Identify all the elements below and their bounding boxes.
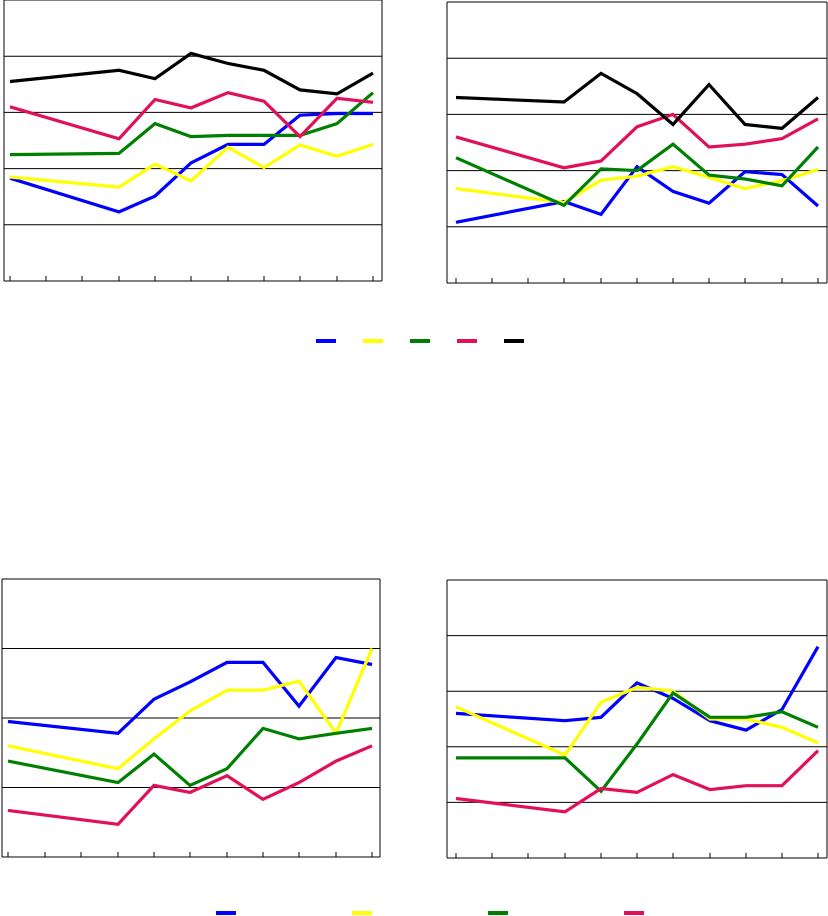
series-line-green: [456, 690, 819, 794]
chart-2: [446, 1, 828, 284]
plot-area: [4, 0, 382, 281]
chart-1: [3, 0, 383, 282]
chart-4: [446, 579, 828, 859]
series-line-red: [455, 749, 820, 814]
series-line-green: [455, 142, 820, 208]
series-line-red: [9, 91, 374, 141]
series-line-blue: [7, 655, 373, 735]
series-line-red: [455, 112, 819, 170]
series-line-red: [7, 744, 373, 826]
charts-layer: [1, 0, 828, 859]
series-line-yellow: [9, 142, 374, 189]
series-line-blue: [455, 645, 820, 732]
plot-area: [447, 580, 827, 858]
plot-area: [447, 2, 827, 283]
chart-3: [1, 578, 381, 858]
series-line-yellow: [7, 647, 374, 771]
series-line-black: [455, 71, 820, 131]
series-line-black: [9, 51, 374, 96]
series-line-blue: [455, 164, 820, 224]
series-line-green: [9, 91, 375, 157]
series-line-green: [7, 726, 373, 788]
series-line-blue: [9, 111, 373, 214]
